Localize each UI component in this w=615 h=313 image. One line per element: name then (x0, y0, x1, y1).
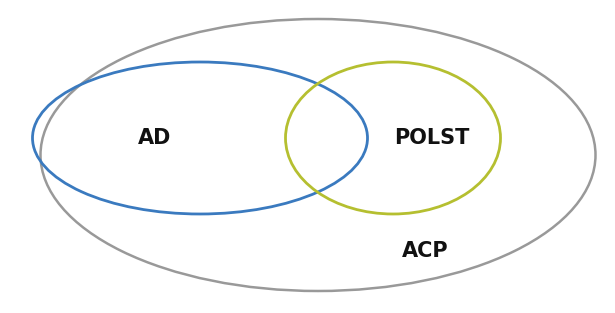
Text: POLST: POLST (394, 128, 470, 148)
Text: ACP: ACP (402, 241, 448, 261)
Text: AD: AD (138, 128, 172, 148)
